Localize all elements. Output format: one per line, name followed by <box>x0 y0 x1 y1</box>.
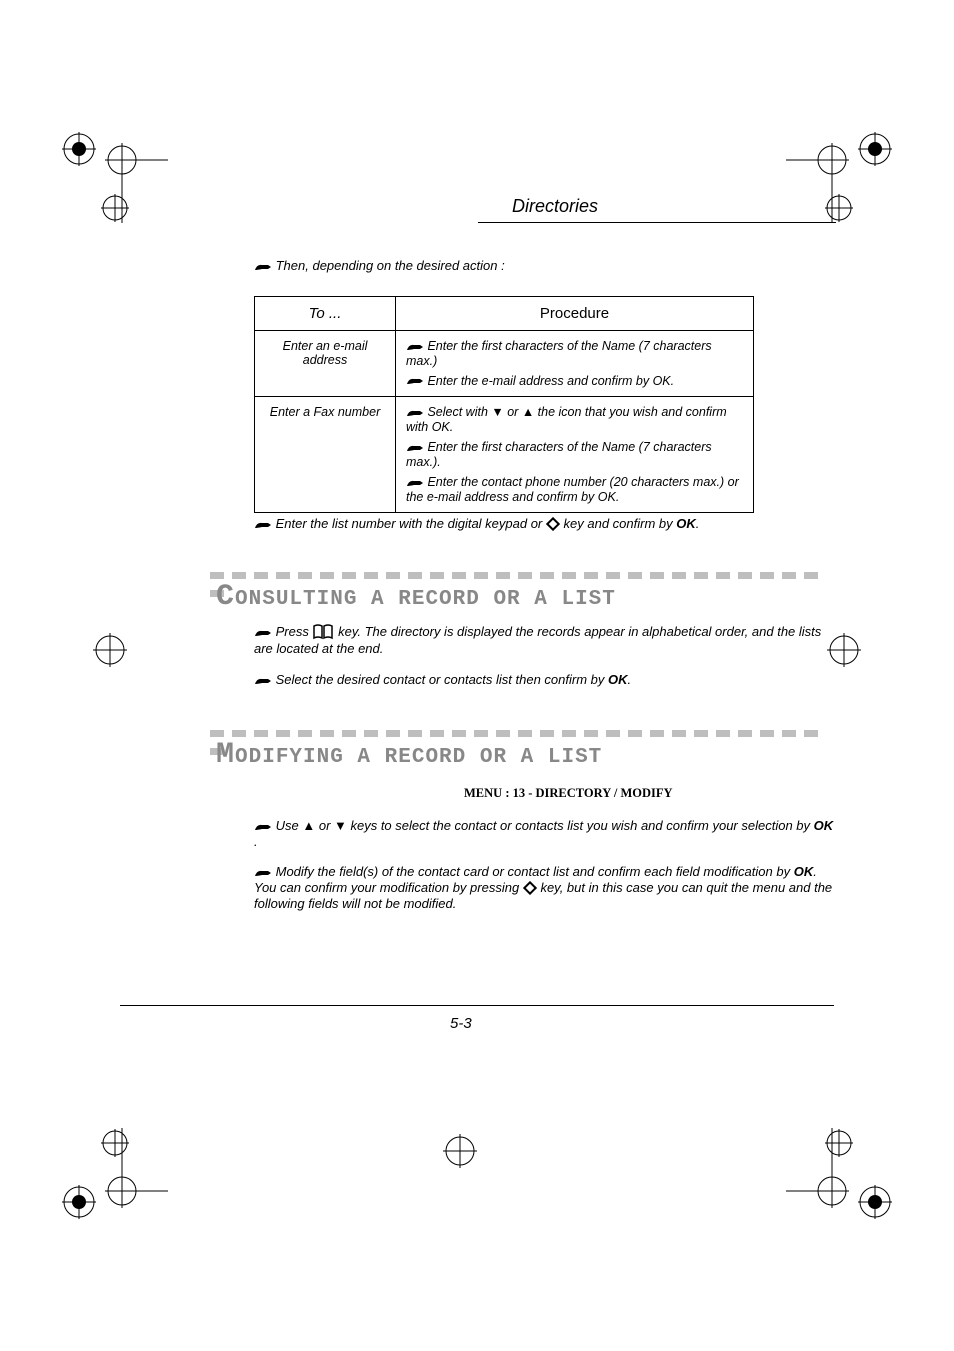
reg-mark-br <box>786 1113 896 1223</box>
footer-rule <box>120 1005 834 1006</box>
table-row: Enter an e-mail address Enter the first … <box>255 331 754 397</box>
table-row: Enter a Fax number Select with ▼ or ▲ th… <box>255 397 754 512</box>
heading-modifying: MODIFYING A RECORD OR A LIST <box>216 738 602 772</box>
hand-icon <box>406 406 424 420</box>
table-proc-cell: Select with ▼ or ▲ the icon that you wis… <box>396 397 754 512</box>
hand-icon <box>254 625 272 640</box>
header-rule <box>478 222 836 223</box>
hand-icon <box>254 819 272 834</box>
section-title: Directories <box>512 196 598 217</box>
page-number: 5-3 <box>450 1015 472 1032</box>
body-line: Enter the list number with the digital k… <box>254 516 834 532</box>
reg-mark-bl <box>58 1113 168 1223</box>
diamond-icon <box>546 517 560 532</box>
body-line: Press key. The directory is displayed th… <box>254 624 834 656</box>
intro-line: Then, depending on the desired action : <box>254 258 774 274</box>
table-to-cell: Enter an e-mail address <box>255 331 396 397</box>
book-icon <box>312 624 334 641</box>
reg-mark-ml <box>80 620 140 680</box>
heading-consulting: CONSULTING A RECORD OR A LIST <box>216 580 616 614</box>
divider <box>210 566 834 574</box>
hand-icon <box>254 517 272 532</box>
body-line: Select the desired contact or contacts l… <box>254 672 834 688</box>
hand-icon <box>406 476 424 490</box>
body-line: Use ▲ or ▼ keys to select the contact or… <box>254 818 834 849</box>
body-line: Modify the field(s) of the contact card … <box>254 864 834 911</box>
hand-icon <box>254 865 272 880</box>
table-to-cell: Enter a Fax number <box>255 397 396 512</box>
hand-icon <box>254 259 272 274</box>
hand-icon <box>406 374 424 388</box>
procedure-table: To ... Procedure Enter an e-mail address… <box>254 296 754 513</box>
menu-path: MENU : 13 - DIRECTORY / MODIFY <box>464 786 673 801</box>
table-header-to: To ... <box>255 297 396 331</box>
reg-mark-bc <box>430 1121 490 1181</box>
divider <box>210 724 834 732</box>
reg-mark-tl <box>58 128 168 238</box>
diamond-icon <box>523 881 537 896</box>
table-proc-cell: Enter the first characters of the Name (… <box>396 331 754 397</box>
hand-icon <box>254 673 272 688</box>
hand-icon <box>406 441 424 455</box>
table-header-procedure: Procedure <box>396 297 754 331</box>
hand-icon <box>406 340 424 354</box>
